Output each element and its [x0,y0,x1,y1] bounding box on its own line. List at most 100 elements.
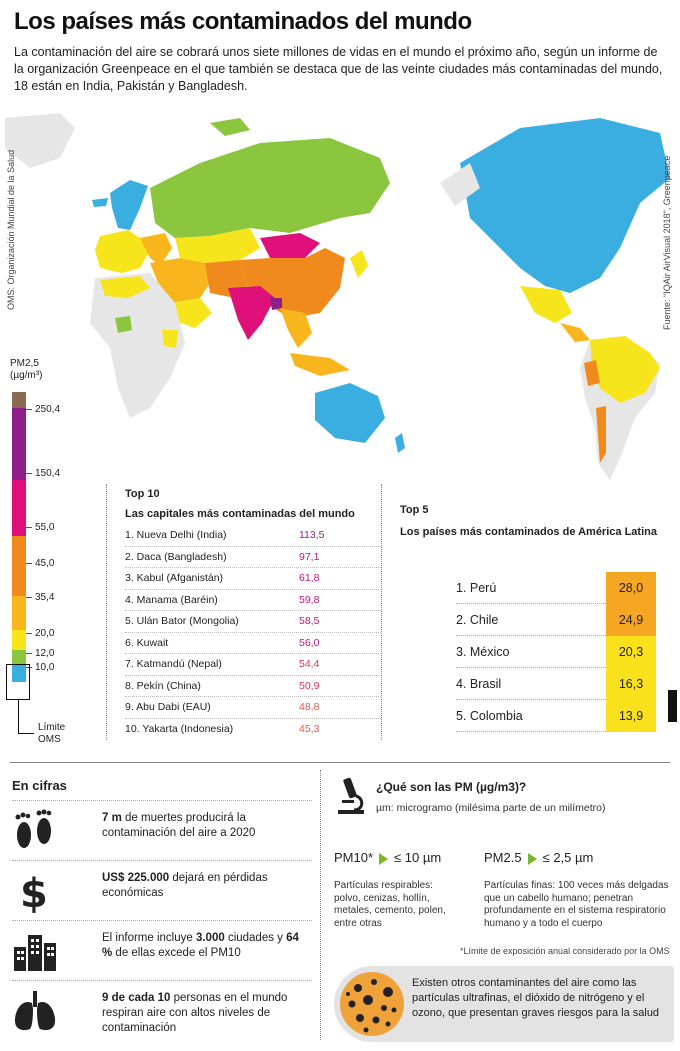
legend-tick: 20,0 [26,628,54,639]
lungs-icon [14,991,56,1031]
cifras-title: En cifras [12,778,67,793]
pm10-text: Partículas respirables: polvo, cenizas, … [334,880,446,929]
top5-row: 3. México 20,3 [456,635,656,668]
city-name: 1. Nueva Delhi (India) [125,528,227,541]
top10-subheading: Las capitales más contaminadas del mundo [125,508,355,520]
legend-tick: 45,0 [26,558,54,569]
legend-seg-sensitive [12,536,26,596]
legend-tick: 55,0 [26,522,54,533]
who-limit-line [18,700,19,734]
top5-row: 2. Chile 24,9 [456,603,656,636]
city-name: 7. Katmandú (Nepal) [125,658,222,671]
legend-seg-moderate [12,630,26,650]
top10-row: 5. Ulán Bator (Mongolia) 58,5 [125,610,381,632]
top10-row: 8. Pekín (China) 50,9 [125,674,381,697]
top5-panel: Top 5 Los países más contaminados de Amé… [400,504,670,732]
country-name: 4. Brasil [456,676,502,691]
top10-row: 2. Daca (Bangladesh) 97,1 [125,545,381,568]
cifra-item: El informe incluye 3.000 ciudades y 64 %… [12,920,312,980]
cifra-text: US$ 225.000 dejará en pérdidas económica… [102,872,268,899]
country-name: 2. Chile [456,612,499,627]
top5-row: 1. Perú 28,0 [456,571,656,604]
top5-heading: Top 5 [400,504,429,516]
triangle-icon [379,852,389,865]
cifra-text: 9 de cada 10 personas en el mundo respir… [102,992,288,1034]
country-value: 28,0 [606,571,656,604]
city-name: 2. Daca (Bangladesh) [125,550,227,563]
cifra-item: 9 de cada 10 personas en el mundo respir… [12,980,312,1040]
column-divider [320,770,321,1040]
city-value: 48,8 [299,701,320,714]
country-value: 24,9 [606,603,656,636]
cifra-text: 7 m de muertes producirá la contaminació… [102,812,256,839]
legend-tick: 250,4 [26,404,60,415]
top5-row: 5. Colombia 13,9 [456,699,656,732]
cifra-item: 7 m de muertes producirá la contaminació… [12,800,312,860]
city-value: 113,5 [299,528,325,541]
legend-seg-who [12,664,26,682]
top5-list: 1. Perú 28,0 2. Chile 24,9 3. México 20,3 4. B… [456,571,656,732]
top5-subheading: Los países más contaminados de América L… [400,526,657,538]
world-map [5,113,670,480]
country-value: 20,3 [606,635,656,668]
triangle-icon [527,852,537,865]
pm10-heading: PM10* ≤ 10 µm [334,850,442,865]
legend-title: PM2,5 (µg/m³) [10,358,43,381]
city-name: 8. Pekín (China) [125,679,201,692]
city-name: 9. Abu Dabi (EAU) [125,701,211,714]
who-limit-marker [6,664,30,700]
legend-tick: 12,0 [26,648,54,659]
city-value: 45,3 [299,722,320,735]
pm-micro-definition: µm: microgramo (milésima parte de un mil… [376,802,606,814]
svg-text:$: $ [20,871,48,913]
pm-footnote: *Límite de exposición anual considerado … [460,946,670,956]
top10-heading: Top 10 [125,488,160,500]
legend-tick: 35,4 [26,592,54,603]
pm-title: ¿Qué son las PM (µg/m3)? [376,780,527,794]
who-limit-line [18,733,34,734]
buildings-icon [14,935,56,971]
page-title: Los países más contaminados del mundo [14,8,472,35]
top10-list: 1. Nueva Delhi (India) 113,5 2. Daca (Bang… [125,524,381,739]
city-value: 61,8 [299,572,320,585]
cifra-text: El informe incluye 3.000 ciudades y 64 %… [102,932,299,959]
city-value: 59,8 [299,593,320,606]
city-value: 58,5 [299,615,320,628]
legend-seg-good [12,650,26,664]
top10-row: 3. Kabul (Afganistán) 61,8 [125,567,381,589]
top10-row: 6. Kuwait 56,0 [125,631,381,654]
city-name: 5. Ulán Bator (Mongolia) [125,615,239,628]
top5-row: 4. Brasil 16,3 [456,667,656,700]
particle-icon [340,972,404,1036]
legend-color-bar [12,392,26,682]
legend-tick: 150,4 [26,468,60,479]
intro-text: La contaminación del aire se cobrará uno… [14,45,663,93]
cifra-item: $ US$ 225.000 dejará en pérdidas económi… [12,860,312,920]
footprints-icon [15,809,52,848]
top10-row: 9. Abu Dabi (EAU) 48,8 [125,696,381,718]
legend-tick: 10,0 [26,662,54,673]
legend-seg-very-unhealthy [12,408,26,480]
dollar-icon: $ [20,871,48,913]
section-divider [10,762,670,763]
other-pollutants-box: Existen otros contaminantes del aire com… [334,966,674,1042]
legend-seg-unhealthy [12,480,26,536]
top10-panel: Top 10 Las capitales más contaminadas de… [106,484,382,740]
city-name: 3. Kabul (Afganistán) [125,572,224,585]
legend-seg-hazardous [12,392,26,408]
pm25-text: Partículas finas: 100 veces más delgadas… [484,880,669,929]
city-value: 97,1 [299,550,320,563]
city-name: 10. Yakarta (Indonesia) [125,722,234,735]
country-name: 3. México [456,644,510,659]
country-value: 16,3 [606,667,656,700]
city-value: 50,9 [299,679,320,692]
credit-right: Fuente: "IQAir AirVisual 2018", Greenpea… [662,155,672,330]
city-value: 56,0 [299,636,320,649]
country-name: 5. Colombia [456,708,523,723]
legend-seg-moderate-high [12,596,26,630]
pm25-heading: PM2.5 ≤ 2,5 µm [484,850,594,865]
city-value: 54,4 [299,658,320,671]
credit-left: OMS: Organización Mundial de la Salud [6,149,16,310]
microscope-icon [338,777,364,814]
top10-row: 10. Yakarta (Indonesia) 45,3 [125,717,381,740]
